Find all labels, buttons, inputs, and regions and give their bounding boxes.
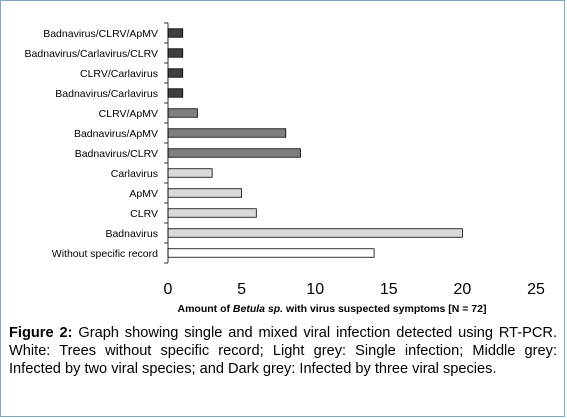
category-label: Badnavirus/CLRV	[75, 148, 158, 160]
category-label: Badnavirus/CLRV/ApMV	[43, 28, 158, 40]
x-tick-label: 20	[454, 281, 472, 298]
bar	[167, 48, 184, 58]
category-label: Badnavirus/Carlavirus/CLRV	[25, 48, 158, 60]
category-label: ApMV	[129, 188, 158, 200]
category-label: CLRV/ApMV	[99, 108, 158, 120]
category-labels-group: Badnavirus/CLRV/ApMV Badnavirus/Carlaviru…	[25, 28, 159, 260]
category-label: CLRV/Carlavirus	[80, 68, 158, 80]
bar	[167, 88, 184, 98]
figure-caption: Figure 2: Graph showing single and mixed…	[9, 324, 557, 378]
bar	[167, 228, 463, 238]
x-tick-label: 25	[527, 281, 545, 298]
x-tick-label: 15	[380, 281, 398, 298]
category-label: Without specific record	[52, 248, 158, 260]
caption-text: Graph showing single and mixed viral inf…	[9, 325, 557, 377]
bar	[167, 68, 184, 78]
bar	[167, 248, 375, 258]
bar	[167, 108, 198, 118]
bar	[167, 168, 213, 178]
category-label: Badnavirus/ApMV	[74, 128, 158, 140]
caption-label: Figure 2:	[9, 325, 73, 341]
bar	[167, 28, 184, 38]
x-tick-label: 10	[306, 281, 324, 298]
category-label: Badnavirus	[105, 228, 158, 240]
bar	[167, 128, 287, 138]
bar	[167, 208, 257, 218]
bar-chart: Badnavirus/CLRV/ApMV Badnavirus/Carlaviru…	[25, 22, 545, 315]
bars-group	[167, 28, 463, 258]
category-label: Carlavirus	[111, 168, 158, 180]
axes-group: 0 5 10 15 20 25	[164, 22, 545, 298]
bar	[167, 188, 242, 198]
x-tick-label: 0	[164, 281, 173, 298]
x-axis-label: Amount of Betula sp. with virus suspecte…	[178, 303, 487, 315]
bar	[167, 148, 301, 158]
x-tick-label: 5	[237, 281, 246, 298]
category-label: Badnavirus/Carlavirus	[55, 88, 158, 100]
category-label: CLRV	[130, 208, 158, 220]
